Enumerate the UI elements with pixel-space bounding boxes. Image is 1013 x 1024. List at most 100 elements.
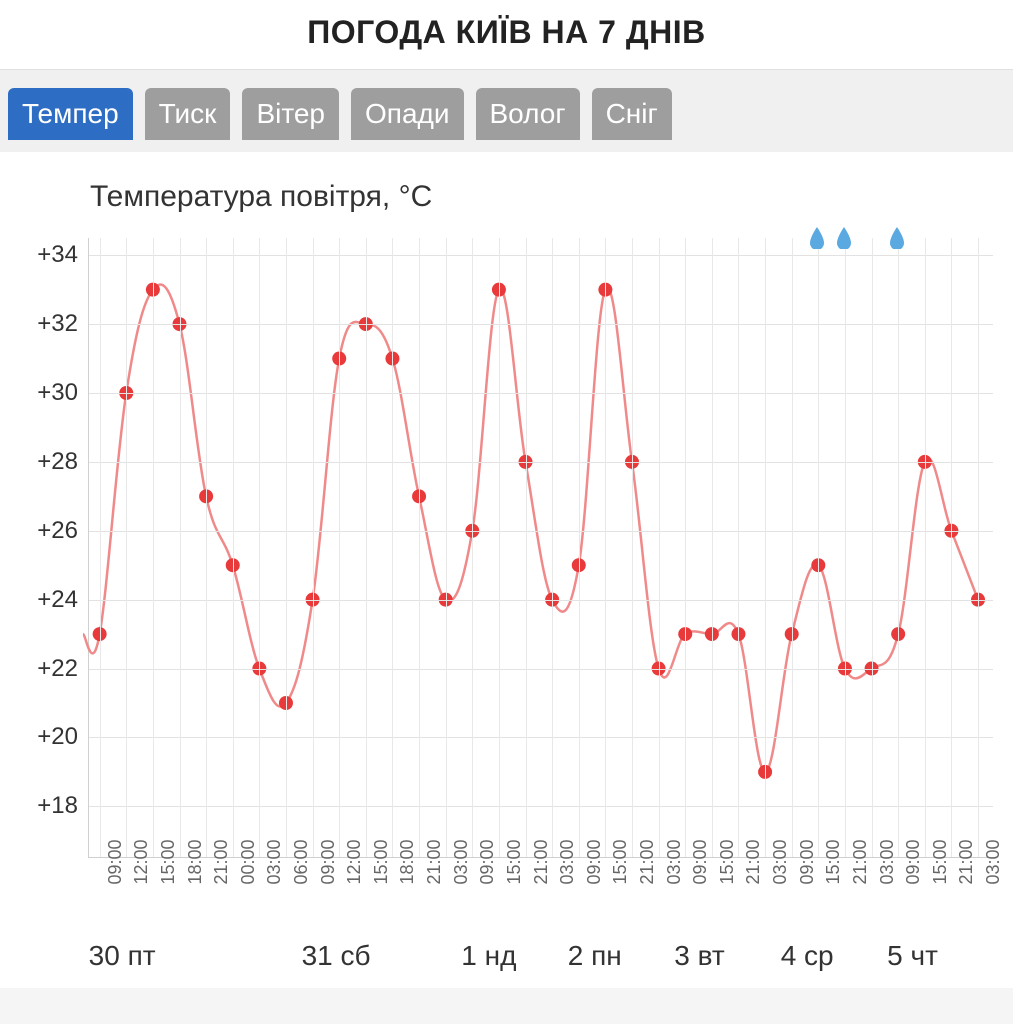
x-axis-time-label: 15:00 — [610, 839, 631, 884]
gridline-v — [126, 238, 127, 857]
gridline-h — [89, 806, 993, 807]
x-axis-time-label: 03:00 — [877, 839, 898, 884]
gridline-v — [738, 238, 739, 857]
y-axis-label: +30 — [10, 379, 78, 407]
x-axis-day-label: 3 вт — [674, 940, 724, 972]
y-axis-label: +22 — [10, 655, 78, 683]
y-axis-label: +24 — [10, 586, 78, 614]
header: ПОГОДА КИЇВ НА 7 ДНІВ — [0, 0, 1013, 70]
gridline-v — [765, 238, 766, 857]
x-axis-time-label: 18:00 — [397, 839, 418, 884]
gridline-v — [286, 238, 287, 857]
gridline-v — [392, 238, 393, 857]
gridline-v — [233, 238, 234, 857]
raindrop-icon — [809, 227, 825, 249]
x-axis-time-label: 15:00 — [823, 839, 844, 884]
x-axis-time-label: 18:00 — [185, 839, 206, 884]
gridline-h — [89, 669, 993, 670]
tab-темпер[interactable]: Темпер — [8, 88, 133, 140]
gridline-v — [472, 238, 473, 857]
gridline-v — [366, 238, 367, 857]
x-axis-time-label: 03:00 — [983, 839, 1004, 884]
gridline-v — [526, 238, 527, 857]
gridline-h — [89, 462, 993, 463]
x-axis-time-label: 12:00 — [131, 839, 152, 884]
gridline-v — [872, 238, 873, 857]
gridline-h — [89, 531, 993, 532]
y-axis-label: +18 — [10, 792, 78, 820]
plot-area — [88, 238, 993, 858]
x-axis-time-label: 21:00 — [531, 839, 552, 884]
x-axis-time-label: 09:00 — [477, 839, 498, 884]
x-axis-day-label: 2 пн — [568, 940, 622, 972]
y-axis-label: +26 — [10, 517, 78, 545]
gridline-v — [659, 238, 660, 857]
y-axis-label: +28 — [10, 448, 78, 476]
gridline-v — [339, 238, 340, 857]
raindrop-icon — [889, 227, 905, 249]
x-axis-time-label: 06:00 — [291, 839, 312, 884]
gridline-h — [89, 393, 993, 394]
x-axis-time-label: 21:00 — [637, 839, 658, 884]
gridline-v — [818, 238, 819, 857]
gridline-h — [89, 255, 993, 256]
x-axis-time-label: 21:00 — [850, 839, 871, 884]
gridline-v — [579, 238, 580, 857]
gridline-v — [712, 238, 713, 857]
gridline-v — [605, 238, 606, 857]
gridline-v — [259, 238, 260, 857]
weather-widget: ПОГОДА КИЇВ НА 7 ДНІВ ТемперТискВітерОпа… — [0, 0, 1013, 988]
x-axis-time-label: 15:00 — [930, 839, 951, 884]
x-axis-time-label: 03:00 — [557, 839, 578, 884]
x-axis-day-label: 5 чт — [887, 940, 938, 972]
gridline-v — [446, 238, 447, 857]
x-axis-time-label: 09:00 — [797, 839, 818, 884]
gridline-h — [89, 324, 993, 325]
gridline-v — [792, 238, 793, 857]
tab-вітер[interactable]: Вітер — [242, 88, 339, 140]
gridline-v — [499, 238, 500, 857]
x-axis-time-label: 15:00 — [504, 839, 525, 884]
chart-title: Температура повітря, °C — [10, 172, 1003, 238]
x-axis-time-label: 03:00 — [451, 839, 472, 884]
x-axis-day-label: 4 ср — [781, 940, 834, 972]
x-axis-time-label: 12:00 — [344, 839, 365, 884]
gridline-v — [951, 238, 952, 857]
x-axis-time-label: 03:00 — [770, 839, 791, 884]
gridline-v — [845, 238, 846, 857]
x-axis-day-label: 1 нд — [461, 940, 516, 972]
chart-wrap: +18+20+22+24+26+28+30+32+3409:0012:0015:… — [10, 238, 1003, 978]
tab-волог[interactable]: Волог — [476, 88, 580, 140]
tab-тиск[interactable]: Тиск — [145, 88, 231, 140]
gridline-v — [153, 238, 154, 857]
gridline-v — [180, 238, 181, 857]
x-axis-time-label: 15:00 — [371, 839, 392, 884]
temperature-line — [83, 285, 978, 772]
gridline-v — [925, 238, 926, 857]
gridline-v — [898, 238, 899, 857]
x-axis-time-label: 00:00 — [238, 839, 259, 884]
raindrop-icon — [836, 227, 852, 249]
y-axis-label: +20 — [10, 723, 78, 751]
gridline-v — [313, 238, 314, 857]
x-axis-time-label: 09:00 — [105, 839, 126, 884]
gridline-v — [632, 238, 633, 857]
gridline-v — [552, 238, 553, 857]
x-axis-time-label: 09:00 — [690, 839, 711, 884]
gridline-v — [100, 238, 101, 857]
x-axis-time-label: 15:00 — [717, 839, 738, 884]
line-chart-svg — [89, 238, 994, 858]
tab-опади[interactable]: Опади — [351, 88, 464, 140]
chart-area: Температура повітря, °C +18 +20 +22 +24 +26 +… — [0, 152, 1013, 988]
x-axis-time-label: 09:00 — [584, 839, 605, 884]
tab-сніг[interactable]: Сніг — [592, 88, 672, 140]
x-axis-time-label: 03:00 — [664, 839, 685, 884]
x-axis-time-label: 15:00 — [158, 839, 179, 884]
y-axis-label: +32 — [10, 310, 78, 338]
gridline-v — [685, 238, 686, 857]
x-axis-day-label: 30 пт — [89, 940, 156, 972]
gridline-h — [89, 600, 993, 601]
x-axis-time-label: 21:00 — [211, 839, 232, 884]
x-axis-time-label: 21:00 — [424, 839, 445, 884]
gridline-v — [978, 238, 979, 857]
